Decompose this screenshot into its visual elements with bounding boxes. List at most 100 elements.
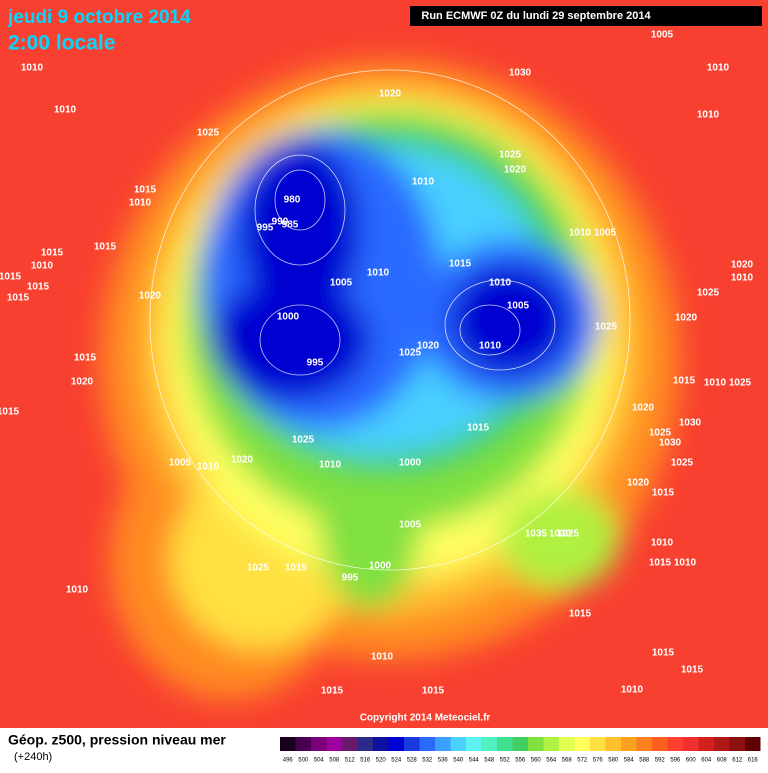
isobar-label: 1020 <box>627 478 650 489</box>
colorbar-label: 616 <box>748 758 759 764</box>
colorbar-swatch <box>714 737 730 751</box>
colorbar-swatch <box>295 737 311 751</box>
isobar-label: 995 <box>342 573 359 584</box>
isobar-label: 1010 <box>129 198 152 209</box>
isobar-label: 1020 <box>632 403 655 414</box>
isobar-label: 1035 <box>525 529 548 540</box>
isobar-label: 1010 <box>367 268 390 279</box>
colorbar-label: 604 <box>701 758 712 764</box>
isobar-label: 1015 <box>652 488 675 499</box>
colorbar-label: 504 <box>314 758 325 764</box>
isobar-label: 1010 <box>489 278 512 289</box>
run-label: Run ECMWF 0Z du lundi 29 septembre 2014 <box>421 10 651 22</box>
isobar-label: 1010 <box>21 63 44 74</box>
isobar-label: 1025 <box>247 563 270 574</box>
colorbar-label: 564 <box>546 758 557 764</box>
colorbar-swatch <box>636 737 652 751</box>
colorbar-swatch <box>543 737 559 751</box>
isobar-label: 1020 <box>675 313 698 324</box>
isobar-label: 1015 <box>7 293 30 304</box>
isobar-label: 1015 <box>285 563 308 574</box>
colorbar-swatch <box>326 737 342 751</box>
isobar-label: 1015 <box>321 686 344 697</box>
colorbar-label: 516 <box>360 758 371 764</box>
colorbar-swatch <box>466 737 482 751</box>
isobar-label: 1020 <box>504 165 527 176</box>
colorbar-swatch <box>512 737 528 751</box>
isobar-label: 1025 <box>671 458 694 469</box>
colorbar-label: 588 <box>639 758 650 764</box>
colorbar-swatch <box>590 737 606 751</box>
colorbar-swatch <box>450 737 466 751</box>
isobar-label: 1015 <box>134 185 157 196</box>
colorbar-swatch <box>574 737 590 751</box>
isobar-label: 1005 <box>169 458 192 469</box>
colorbar-label: 532 <box>422 758 433 764</box>
colorbar-label: 524 <box>391 758 402 764</box>
footer-lead: (+240h) <box>14 751 52 763</box>
colorbar-swatch <box>342 737 358 751</box>
isobar-label: 1010 <box>31 261 54 272</box>
colorbar-label: 612 <box>732 758 743 764</box>
isobar-label: 1005 <box>651 30 674 41</box>
isobar-label: 1005 <box>594 228 617 239</box>
isobar-label: 1015 <box>649 558 672 569</box>
colorbar-swatch <box>698 737 714 751</box>
colorbar-label: 496 <box>283 758 294 764</box>
isobar-label: 1010 <box>197 462 220 473</box>
isobar-label: 1000 <box>277 312 300 323</box>
isobar-label: 1015 <box>467 423 490 434</box>
colorbar-swatch <box>435 737 451 751</box>
isobar-label: 1030 <box>549 529 572 540</box>
colorbar-swatch <box>280 737 296 751</box>
colorbar-label: 528 <box>407 758 418 764</box>
isobar-label: 1015 <box>449 259 472 270</box>
colorbar-label: 512 <box>345 758 356 764</box>
isobar-label: 1010 <box>731 273 754 284</box>
colorbar-label: 572 <box>577 758 588 764</box>
colorbar-label: 576 <box>593 758 604 764</box>
colorbar-swatch <box>481 737 497 751</box>
footer-caption: Géop. z500, pression niveau mer <box>8 732 226 748</box>
time-subtitle: 2:00 locale <box>8 32 115 55</box>
isobar-label: 1010 <box>412 177 435 188</box>
colorbar-label: 552 <box>500 758 511 764</box>
colorbar-swatch <box>683 737 699 751</box>
isobar-label: 1020 <box>71 377 94 388</box>
isobar-label: 1025 <box>557 529 580 540</box>
colorbar-swatch <box>621 737 637 751</box>
isobar-label: 1015 <box>0 407 20 418</box>
isobar-label: 1015 <box>681 665 704 676</box>
isobar-label: 1025 <box>292 435 315 446</box>
colorbar-swatch <box>357 737 373 751</box>
colorbar-label: 544 <box>469 758 480 764</box>
colorbar-swatch <box>652 737 668 751</box>
isobar-label: 1025 <box>729 378 752 389</box>
isobar-label: 1015 <box>94 242 117 253</box>
colorbar-label: 592 <box>655 758 666 764</box>
isobar-label: 1000 <box>369 561 392 572</box>
isobar-label: 1010 <box>704 378 727 389</box>
colorbar-label: 500 <box>298 758 309 764</box>
colorbar-label: 560 <box>531 758 542 764</box>
copyright: Copyright 2014 Meteociel.fr <box>360 713 491 724</box>
colorbar-label: 600 <box>686 758 697 764</box>
colorbar-swatch <box>388 737 404 751</box>
colorbar: 496 500 504 508 512 516 520 524 528 532 536 540 544 5… <box>280 737 761 764</box>
isobar-label: 1010 <box>651 538 674 549</box>
colorbar-swatch <box>497 737 513 751</box>
isobar-label: 1010 <box>707 63 730 74</box>
colorbar-label: 536 <box>438 758 449 764</box>
isobar-label: 1025 <box>595 322 618 333</box>
isobar-label: 1010 <box>54 105 77 116</box>
colorbar-label: 508 <box>329 758 340 764</box>
isobar-label: 1030 <box>679 418 702 429</box>
colorbar-swatch <box>605 737 621 751</box>
isobar-label: 1030 <box>659 438 682 449</box>
colorbar-swatch <box>729 737 745 751</box>
colorbar-label: 548 <box>484 758 495 764</box>
colorbar-swatch <box>559 737 575 751</box>
isobar-label: 985 <box>282 220 299 231</box>
colorbar-label: 608 <box>717 758 728 764</box>
isobar-label: 1000 <box>399 458 422 469</box>
